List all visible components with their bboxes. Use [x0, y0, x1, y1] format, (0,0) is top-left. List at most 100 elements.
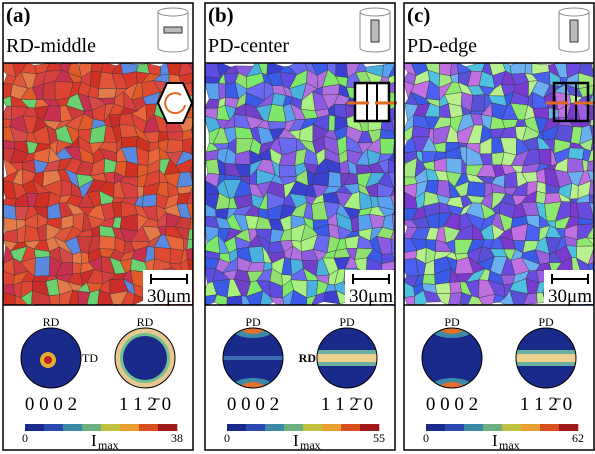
- pf-plane: 1 1 2̄ 0: [520, 394, 572, 415]
- icon-specimen: [371, 20, 379, 42]
- colorbar-segment: [502, 424, 521, 431]
- colorbar-segment: [445, 424, 464, 431]
- grain: [279, 165, 296, 177]
- grain: [61, 180, 72, 196]
- grain: [205, 83, 219, 100]
- colorbar-segment: [284, 424, 303, 431]
- colorbar-min: 0: [423, 431, 429, 445]
- icon-top: [158, 8, 188, 16]
- colorbar-symbol: I: [492, 431, 498, 450]
- panel: (b)PD-center30μmPD0 0 0 2PDRD1 1 2̄ 0055…: [201, 3, 407, 452]
- pf-axis-label: PD: [538, 315, 554, 329]
- colorbar-segment: [25, 424, 44, 431]
- grain: [167, 139, 183, 152]
- grain: [450, 282, 462, 294]
- grain: [206, 159, 219, 175]
- grain: [422, 275, 435, 285]
- grain: [435, 283, 451, 294]
- icon-top: [559, 8, 589, 16]
- icon-specimen: [570, 20, 578, 42]
- panel-title: PD-edge: [407, 35, 477, 57]
- colorbar-symbol: I: [91, 431, 97, 450]
- colorbar-segment: [303, 424, 322, 431]
- pf-band: [223, 356, 283, 360]
- colorbar-segment: [120, 424, 139, 431]
- panel-label: (b): [208, 3, 234, 27]
- colorbar-segment: [521, 424, 540, 431]
- panel-title: RD-middle: [6, 35, 96, 57]
- pf-axis-label: RD: [137, 315, 154, 329]
- grain: [81, 252, 89, 264]
- colorbar-segment: [483, 424, 502, 431]
- grain: [400, 258, 418, 276]
- grain: [49, 295, 60, 308]
- grain: [192, 103, 203, 121]
- pf-axis-label: PD: [245, 315, 261, 329]
- pole-figure: [223, 318, 283, 398]
- colorbar-segment: [101, 424, 120, 431]
- colorbar-segment: [82, 424, 101, 431]
- grain: [99, 236, 115, 249]
- colorbar-min: 0: [224, 431, 230, 445]
- scale-text: 30μm: [147, 286, 191, 307]
- grain: [219, 83, 226, 100]
- colorbar-max: 38: [171, 431, 183, 445]
- grain: [98, 88, 116, 98]
- grain: [568, 148, 584, 160]
- colorbar-segment: [360, 424, 379, 431]
- grain: [380, 138, 395, 154]
- grain: [334, 104, 347, 118]
- grain: [121, 137, 137, 148]
- colorbar-segment: [158, 424, 177, 431]
- colorbar-segment: [63, 424, 82, 431]
- grain: [35, 257, 50, 276]
- panel-title: PD-center: [208, 35, 289, 57]
- panel-label: (c): [407, 3, 430, 27]
- pf-plane: 0 0 0 2: [25, 394, 77, 415]
- grain: [369, 214, 384, 228]
- grain: [336, 62, 348, 77]
- pf-axis-label: TD: [82, 351, 98, 365]
- grain: [167, 132, 183, 141]
- colorbar-segment: [44, 424, 63, 431]
- scale-text: 30μm: [548, 286, 592, 307]
- pf-axis-label: RD: [299, 351, 317, 365]
- colorbar-symbol: I: [293, 431, 299, 450]
- colorbar-max: 62: [572, 431, 584, 445]
- pf-plane: 0 0 0 2: [227, 394, 279, 415]
- colorbar-segment: [559, 424, 578, 431]
- pf-axis-label: RD: [43, 315, 60, 329]
- grain: [204, 99, 219, 109]
- grain: [536, 191, 546, 204]
- colorbar-segment: [246, 424, 265, 431]
- grain: [72, 262, 81, 273]
- pf-plane: 0 0 0 2: [426, 394, 478, 415]
- panel-label: (a): [6, 3, 31, 27]
- grain: [142, 194, 156, 207]
- grain: [328, 172, 341, 187]
- colorbar-segment: [322, 424, 341, 431]
- grain: [504, 172, 517, 188]
- colorbar-segment: [540, 424, 559, 431]
- colorbar-segment: [426, 424, 445, 431]
- grain: [439, 63, 451, 76]
- pf-axis-label: PD: [444, 315, 460, 329]
- pf-peak: [44, 356, 52, 364]
- grain: [525, 60, 532, 74]
- colorbar-segment: [265, 424, 284, 431]
- grain: [268, 121, 286, 129]
- grain: [405, 296, 415, 308]
- grain: [188, 228, 204, 240]
- colorbar-max: 55: [373, 431, 385, 445]
- colorbar-segment: [227, 424, 246, 431]
- grain: [471, 95, 485, 112]
- colorbar-segment: [341, 424, 360, 431]
- pf-band: [516, 354, 576, 362]
- colorbar-segment: [464, 424, 483, 431]
- grain: [329, 115, 335, 131]
- grain: [567, 158, 583, 173]
- grain: [192, 95, 203, 105]
- grain: [391, 239, 405, 254]
- pole-figure: [422, 318, 482, 398]
